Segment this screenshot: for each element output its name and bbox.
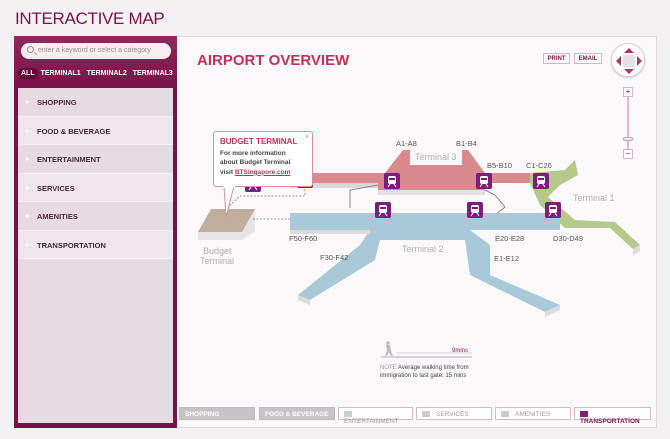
legend-services[interactable]: SERVICES — [416, 407, 492, 420]
category-entertainment[interactable]: ENTERTAINMENT — [18, 145, 173, 174]
gate-label: B1-B4 — [456, 139, 477, 148]
zoom-out-button[interactable]: − — [623, 149, 633, 159]
legend-food-beverage[interactable]: FOOD & BEVERAGE — [259, 407, 335, 420]
tab-terminal1[interactable]: TERMINAL1 — [40, 70, 81, 77]
gate-label: B5-B10 — [487, 161, 513, 170]
category-shopping[interactable]: SHOPPING — [18, 88, 173, 117]
pan-control[interactable] — [611, 43, 645, 77]
train-station-icon[interactable] — [545, 202, 561, 218]
search-icon — [27, 46, 34, 53]
terminal-label: Terminal 3 — [415, 152, 457, 162]
train-station-icon[interactable] — [467, 202, 483, 218]
terminal-tabs: ALL TERMINAL1 TERMINAL2 TERMINAL3 — [18, 68, 176, 79]
print-button[interactable]: PRINT — [543, 53, 570, 64]
zoom-in-button[interactable]: + — [623, 87, 633, 97]
walking-time: 9mins — [452, 348, 469, 354]
app-title: INTERACTIVE MAP — [15, 9, 165, 28]
train-station-icon[interactable] — [533, 173, 549, 189]
legend-amenities[interactable]: AMENITIES — [495, 407, 571, 420]
category-amenities[interactable]: AMENITIES — [18, 202, 173, 231]
gate-label: E1-E12 — [494, 254, 520, 263]
category-list: SHOPPING FOOD & BEVERAGE ENTERTAINMENT S… — [18, 88, 173, 259]
terminal-1 — [530, 160, 640, 255]
train-station-icon[interactable] — [476, 173, 492, 189]
gate-label: C1-C26 — [526, 161, 552, 170]
walking-person-icon — [385, 341, 393, 356]
budget-terminal-building — [198, 209, 255, 240]
gate-label: A1-A8 — [396, 139, 417, 148]
terminal-label: Terminal 1 — [573, 193, 615, 203]
popup-tail — [223, 186, 235, 218]
gate-label: F30-F42 — [320, 253, 349, 262]
close-icon[interactable]: × — [304, 134, 309, 141]
email-button[interactable]: EMAIL — [574, 53, 602, 64]
terminal-label: Terminal 2 — [402, 244, 444, 254]
budget-terminal-popup: × BUDGET TERMINAL For more information a… — [213, 131, 313, 187]
train-station-icon[interactable] — [384, 173, 400, 189]
legend-entertainment[interactable]: ENTERTAINMENT — [338, 407, 413, 425]
legend-shopping[interactable]: SHOPPING — [179, 407, 255, 420]
tab-terminal2[interactable]: TERMINAL2 — [86, 70, 127, 77]
train-station-icon[interactable] — [375, 202, 391, 218]
category-services[interactable]: SERVICES — [18, 173, 173, 202]
terminal-label: Budget — [203, 246, 232, 256]
sidebar: enter a keyword or select a category ALL… — [14, 36, 177, 428]
connector-dashed — [226, 186, 306, 209]
tab-all[interactable]: ALL — [18, 68, 38, 79]
legend-transportation[interactable]: TRANSPORTATION — [574, 407, 651, 425]
terminal-label: Terminal — [200, 256, 235, 266]
terminal-2 — [290, 213, 560, 317]
pan-arrows-icon — [616, 48, 642, 74]
category-transportation[interactable]: TRANSPORTATION — [18, 230, 173, 259]
search-input[interactable]: enter a keyword or select a category — [21, 43, 171, 59]
zoom-slider-handle[interactable] — [623, 137, 633, 141]
zoom-slider[interactable] — [627, 97, 629, 149]
budget-terminal-link[interactable]: BTSingapore.com — [234, 168, 291, 176]
gate-label: E20-E28 — [495, 234, 525, 243]
tab-terminal3[interactable]: TERMINAL3 — [132, 70, 173, 77]
gate-label: F50-F60 — [289, 234, 318, 243]
gate-label: D30-D49 — [553, 234, 584, 243]
category-food-beverage[interactable]: FOOD & BEVERAGE — [18, 116, 173, 145]
page-title: AIRPORT OVERVIEW — [197, 52, 350, 69]
walking-time-info: 9mins NOTE Average walking time from immi… — [380, 340, 475, 380]
